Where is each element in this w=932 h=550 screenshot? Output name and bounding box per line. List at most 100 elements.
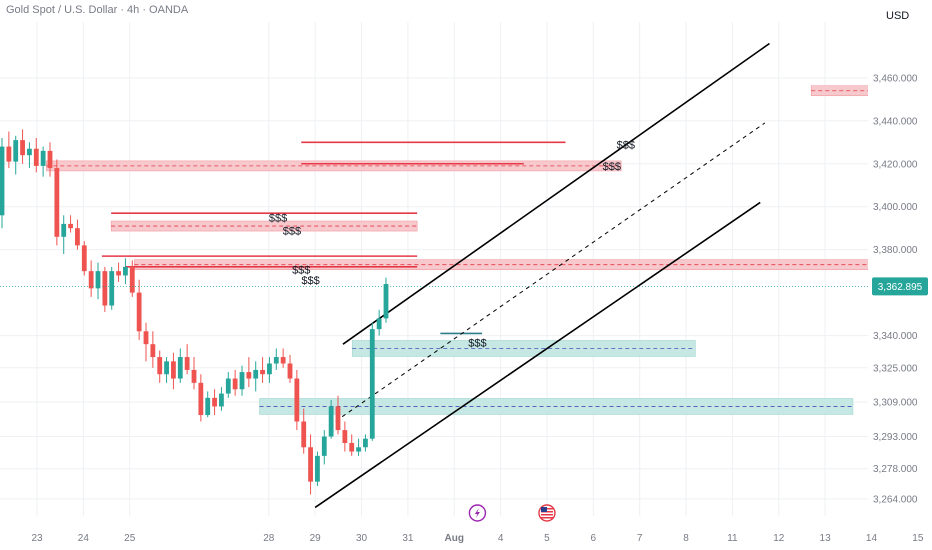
candle[interactable] [136, 279, 142, 340]
candle-body [260, 369, 265, 375]
price-tick-label: 3,325.000 [873, 363, 918, 374]
candle[interactable] [6, 131, 12, 169]
candle-body [81, 245, 87, 272]
candle[interactable] [157, 350, 163, 383]
annotations-layer: $$$$$$$$$$$$$$$$$$$$$ [269, 140, 635, 350]
candle[interactable] [54, 159, 60, 246]
candle-body [308, 447, 313, 482]
candle[interactable] [171, 352, 176, 390]
candle[interactable] [232, 369, 238, 396]
current-price-layer: 3,362.895 [0, 277, 928, 296]
candle[interactable] [177, 348, 183, 383]
candle[interactable] [363, 434, 368, 452]
candle[interactable] [212, 389, 217, 416]
candle[interactable] [143, 322, 149, 362]
time-tick-label: 6 [591, 533, 597, 544]
candle[interactable] [328, 400, 334, 439]
time-tick-label: 28 [263, 533, 275, 544]
candle-body [6, 146, 12, 162]
liquidity-label: $$$ [283, 226, 301, 238]
liquidity-label: $$$ [468, 337, 486, 349]
price-tick-label: 3,440.000 [873, 116, 918, 127]
candle[interactable] [61, 215, 67, 254]
candle[interactable] [349, 434, 355, 456]
candle[interactable] [376, 309, 382, 336]
candle[interactable] [369, 322, 375, 441]
candles-layer[interactable] [0, 129, 389, 495]
candle[interactable] [342, 421, 348, 452]
us-flag-icon[interactable] [538, 504, 556, 522]
candle[interactable] [0, 137, 5, 229]
candle-body [47, 150, 53, 169]
candle[interactable] [280, 348, 286, 368]
candle[interactable] [109, 266, 115, 310]
candle[interactable] [184, 344, 190, 375]
candle[interactable] [129, 260, 135, 297]
time-tick-label: 11 [727, 533, 738, 544]
candle[interactable] [13, 135, 19, 175]
time-tick-label: 13 [820, 533, 832, 544]
lightning-icon-bolt [474, 508, 480, 518]
currency-label[interactable]: USD [886, 10, 910, 22]
candle[interactable] [219, 387, 224, 411]
time-tick-label: 12 [773, 533, 785, 544]
candle[interactable] [287, 354, 293, 383]
candle[interactable] [267, 357, 272, 383]
candle[interactable] [198, 374, 204, 422]
candle[interactable] [308, 434, 313, 495]
candle-body [116, 271, 121, 276]
candle[interactable] [164, 357, 169, 383]
candle[interactable] [116, 262, 121, 282]
candle[interactable] [33, 137, 39, 173]
candle[interactable] [315, 451, 320, 486]
time-tick-label: 29 [310, 533, 322, 544]
candle[interactable] [383, 277, 389, 323]
time-tick-label: 15 [912, 533, 924, 544]
candle[interactable] [102, 266, 108, 312]
candle-body [342, 430, 348, 443]
candle[interactable] [253, 361, 259, 392]
price-tick-label: 3,340.000 [873, 331, 918, 342]
candle[interactable] [294, 369, 300, 431]
candle[interactable] [68, 215, 73, 233]
liquidity-label: $$$ [301, 275, 319, 287]
candle[interactable] [191, 357, 197, 390]
current-price-tag [872, 277, 928, 296]
candle-body [349, 442, 355, 452]
candle[interactable] [273, 348, 279, 370]
candle[interactable] [260, 357, 265, 383]
candle[interactable] [205, 391, 211, 418]
candle[interactable] [356, 438, 361, 456]
candle[interactable] [150, 331, 156, 368]
events-layer[interactable] [468, 504, 556, 522]
candle[interactable] [335, 395, 341, 435]
candle[interactable] [123, 258, 128, 285]
time-tick-label: 4 [498, 533, 504, 544]
candle[interactable] [88, 260, 94, 297]
liquidity-label: $$$ [617, 140, 635, 152]
candle[interactable] [301, 408, 307, 454]
lightning-icon[interactable] [468, 504, 487, 522]
time-tick-label: 30 [356, 533, 368, 544]
time-tick-label: 25 [124, 533, 136, 544]
candle[interactable] [75, 219, 80, 250]
candle[interactable] [246, 357, 252, 388]
candle-body [301, 421, 307, 448]
candle[interactable] [20, 129, 25, 164]
candle[interactable] [239, 365, 245, 396]
candle-body [246, 372, 252, 379]
candle-body [164, 361, 169, 375]
time-axis[interactable]: 23242528293031Aug4567811121314151 [0, 528, 932, 550]
us-flag-icon-stripe [540, 517, 553, 519]
candle-body [129, 266, 135, 293]
price-axis[interactable]: 3,460.000 3,440.000 3,420.000 3,400.000 3,38… [868, 0, 932, 550]
candle[interactable] [81, 241, 87, 276]
candle[interactable] [27, 142, 32, 169]
candle[interactable] [40, 146, 46, 177]
candle[interactable] [95, 262, 101, 300]
candle[interactable] [321, 430, 327, 465]
candle[interactable] [225, 372, 231, 398]
candle[interactable] [47, 142, 53, 177]
